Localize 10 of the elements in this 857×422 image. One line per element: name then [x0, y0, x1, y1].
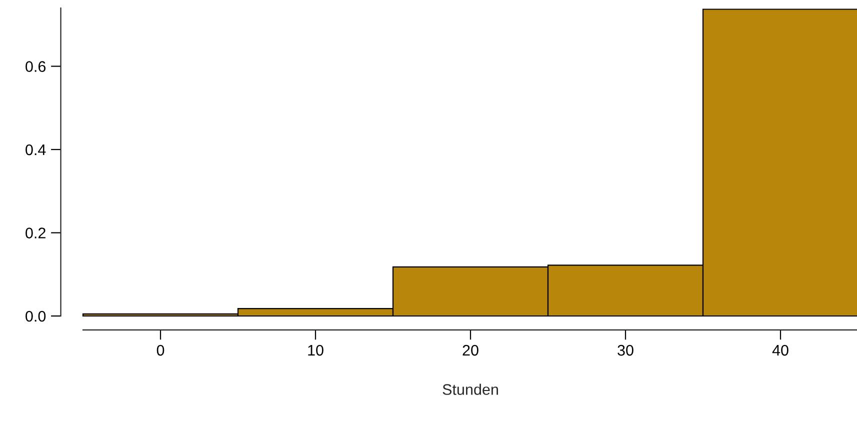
x-tick-label: 40: [772, 344, 788, 356]
y-tick-label: 0.0: [26, 310, 46, 322]
y-tick-label: 0.4: [26, 144, 46, 156]
y-tick-label: 0.6: [26, 61, 46, 72]
x-tick-label: 0: [156, 344, 164, 356]
x-tick-label: 30: [618, 344, 634, 356]
x-axis-title: Stunden: [442, 384, 498, 395]
x-tick-label: 20: [462, 344, 478, 356]
x-tick-label: 10: [308, 344, 324, 356]
y-tick-label: 0.2: [26, 228, 46, 238]
